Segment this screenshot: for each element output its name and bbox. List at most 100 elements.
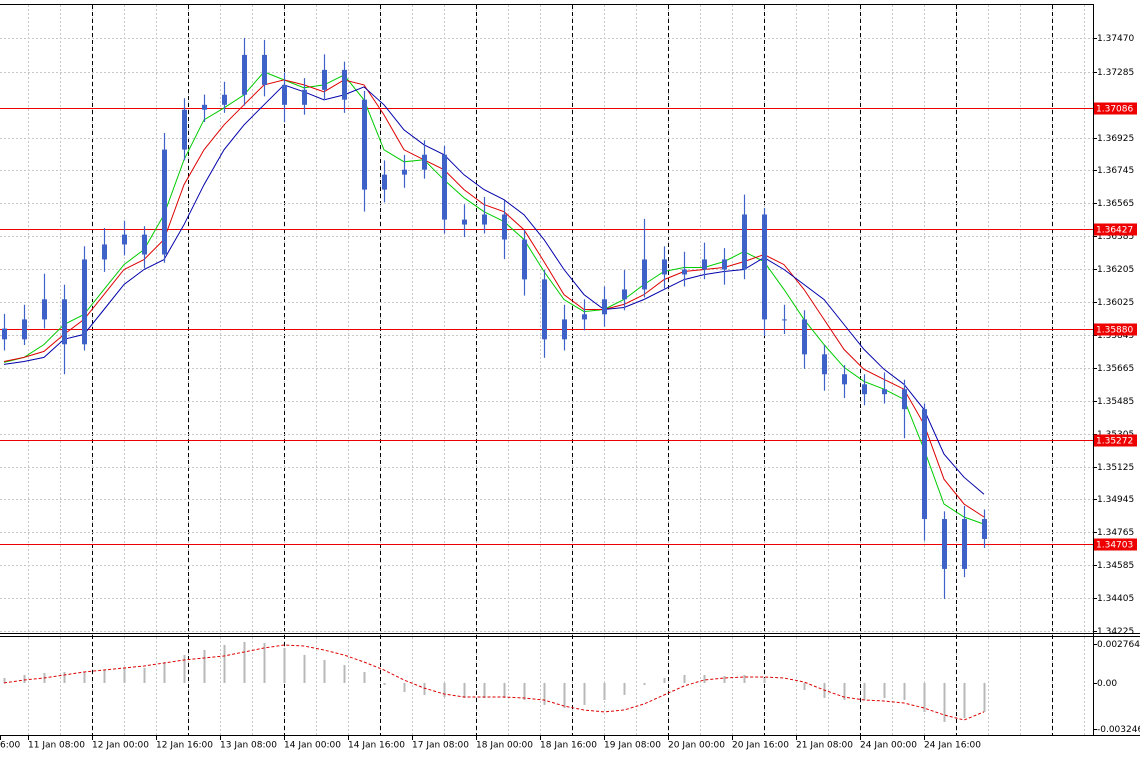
x-tick-label: 13 Jan 08:00	[220, 741, 277, 751]
y-tick-label: 1.36385	[1097, 232, 1134, 242]
plot	[0, 37, 1093, 722]
candle-body	[902, 389, 907, 410]
candle-body	[822, 354, 827, 375]
x-tick-label: 18 Jan 00:00	[476, 741, 533, 751]
x-tick-label: 19 Jan 08:00	[604, 741, 661, 751]
x-tick-label: 20 Jan 16:00	[732, 741, 789, 751]
candle-body	[782, 319, 787, 321]
candle-body	[102, 244, 107, 260]
y-tick-label: 1.36205	[1097, 265, 1134, 275]
candle-body	[262, 54, 267, 85]
candle-body	[362, 99, 367, 190]
x-tick-label: 17 Jan 08:00	[412, 741, 469, 751]
y-tick-label: 1.36025	[1097, 298, 1134, 308]
y-tick-label: 1.36925	[1097, 134, 1134, 144]
candle-body	[542, 279, 547, 340]
candle-body	[282, 84, 287, 105]
level-label-box	[1094, 538, 1137, 551]
moving-average	[3, 84, 985, 495]
level-label-box	[1094, 323, 1137, 336]
candle-body	[322, 69, 327, 90]
level-label: 1.36427	[1096, 226, 1133, 236]
labels: 1.37470 1.37285 1.36925 1.36745 1.36565 1.363…	[0, 34, 1140, 751]
x-tick-label: 12 Jan 16:00	[156, 741, 213, 751]
candle-body	[922, 409, 927, 520]
candle-body	[342, 69, 347, 100]
y-tick-label: 1.34225	[1097, 627, 1134, 637]
moving-average	[3, 79, 985, 518]
candle-body	[762, 214, 767, 320]
candle-body	[742, 214, 747, 270]
candle-body	[22, 319, 27, 340]
moving-average	[3, 71, 985, 525]
y-tick-label: 1.36745	[1097, 166, 1134, 176]
candle-body	[442, 154, 447, 220]
level-label: 1.35880	[1096, 326, 1133, 336]
candle-body	[382, 174, 387, 190]
x-tick-label: 6:00	[0, 741, 20, 751]
candle-body	[582, 314, 587, 320]
level-label: 1.35272	[1096, 437, 1133, 447]
candle-body	[882, 389, 887, 395]
indicator-y-tick-label: 0.002764	[1097, 640, 1140, 650]
x-tick-label: 20 Jan 00:00	[668, 741, 725, 751]
indicator-y-tick-label: -0.003246	[1097, 725, 1140, 735]
y-tick-label: 1.35665	[1097, 364, 1134, 374]
candle-body	[862, 384, 867, 395]
level-label: 1.34703	[1096, 541, 1133, 551]
candle-body	[802, 319, 807, 355]
candle-body	[722, 259, 727, 270]
indicator-y-tick-label: 0.00	[1097, 679, 1117, 689]
level-label-box	[1094, 102, 1137, 115]
y-tick-label: 1.34585	[1097, 561, 1134, 571]
y-tick-label: 1.35485	[1097, 397, 1134, 407]
candle-body	[982, 519, 987, 539]
candle-body	[242, 54, 247, 95]
candle-body	[482, 214, 487, 225]
level-label-box	[1094, 223, 1137, 236]
x-tick-label: 24 Jan 16:00	[924, 741, 981, 751]
candle-body	[662, 259, 667, 275]
candle-body	[522, 239, 527, 280]
candle-body	[162, 149, 167, 255]
candle-body	[182, 109, 187, 150]
y-tick-label: 1.37470	[1097, 34, 1134, 44]
candle-body	[222, 94, 227, 105]
candle-body	[82, 259, 87, 345]
x-tick-label: 12 Jan 00:00	[92, 741, 149, 751]
candle-body	[962, 519, 967, 569]
y-tick-label: 1.35845	[1097, 331, 1134, 341]
level-label: 1.37086	[1096, 105, 1133, 115]
level-label-box	[1094, 434, 1137, 447]
x-tick-label: 24 Jan 00:00	[860, 741, 917, 751]
candle-body	[2, 328, 7, 340]
candle-body	[502, 214, 507, 240]
candle-body	[202, 104, 207, 110]
y-tick-label: 1.34765	[1097, 528, 1134, 538]
candle-body	[122, 234, 127, 245]
candle-body	[842, 374, 847, 385]
x-tick-label: 18 Jan 16:00	[540, 741, 597, 751]
y-tick-label: 1.36565	[1097, 199, 1134, 209]
candle-body	[42, 299, 47, 320]
candle-body	[402, 169, 407, 175]
candle-body	[302, 89, 307, 105]
signal-line	[3, 644, 985, 721]
x-tick-label: 14 Jan 16:00	[348, 741, 405, 751]
x-tick-label: 21 Jan 08:00	[796, 741, 853, 751]
candle-body	[622, 289, 627, 300]
candle-body	[602, 299, 607, 315]
candle-body	[562, 319, 567, 340]
x-tick-label: 11 Jan 08:00	[28, 741, 85, 751]
x-tick-label: 14 Jan 00:00	[284, 741, 341, 751]
candle-body	[702, 259, 707, 270]
candle-body	[942, 519, 947, 569]
y-tick-label: 1.35125	[1097, 463, 1134, 473]
candle-body	[142, 234, 147, 255]
y-tick-label: 1.37285	[1097, 68, 1134, 78]
candle-body	[422, 154, 427, 170]
grid	[0, 5, 1093, 735]
